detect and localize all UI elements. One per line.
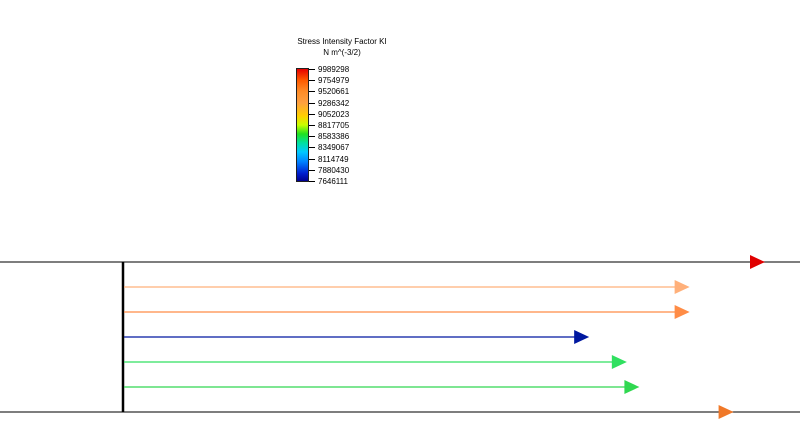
- colorbar-tick: [309, 181, 315, 182]
- colorbar: [296, 68, 309, 182]
- colorbar-tick: [309, 103, 315, 104]
- colorbar-tick-label: 8349067: [318, 143, 350, 152]
- colorbar-tick: [309, 170, 315, 171]
- colorbar-tick-label: 7880430: [318, 166, 350, 175]
- colorbar-tick-label: 8114749: [318, 155, 349, 164]
- colorbar-tick-label: 8817705: [318, 121, 350, 130]
- crack-front-arrows: [124, 255, 765, 419]
- legend-unit-text: N m^(-3/2): [323, 48, 361, 57]
- colorbar-tick: [309, 125, 315, 126]
- colorbar-tick: [309, 159, 315, 160]
- colorbar-tick-label: 9989298: [318, 65, 350, 74]
- legend-title-text: Stress Intensity Factor KI: [297, 37, 387, 46]
- crack-front-arrowhead: [624, 380, 640, 394]
- crack-front-arrowhead: [674, 305, 690, 319]
- colorbar-tick-label: 9286342: [318, 99, 350, 108]
- crack-front-arrowhead: [674, 280, 690, 294]
- colorbar-tick-label: 9052023: [318, 110, 350, 119]
- colorbar-tick: [309, 91, 315, 92]
- colorbar-tick: [309, 136, 315, 137]
- colorbar-tick-label: 9520661: [318, 87, 350, 96]
- colorbar-tick-label: 9754979: [318, 76, 350, 85]
- colorbar-tick: [309, 69, 315, 70]
- colorbar-tick-label: 8583386: [318, 132, 350, 141]
- crack-front-arrowhead: [574, 330, 590, 344]
- crack-front-arrowhead: [750, 255, 765, 269]
- legend-title: Stress Intensity Factor KI N m^(-3/2): [262, 36, 422, 58]
- colorbar-tick: [309, 114, 315, 115]
- colorbar-tick-label: 7646111: [318, 177, 348, 186]
- colorbar-tick: [309, 80, 315, 81]
- crack-front-arrowhead: [611, 355, 627, 369]
- crack-front-arrowhead: [718, 405, 734, 419]
- colorbar-tick: [309, 147, 315, 148]
